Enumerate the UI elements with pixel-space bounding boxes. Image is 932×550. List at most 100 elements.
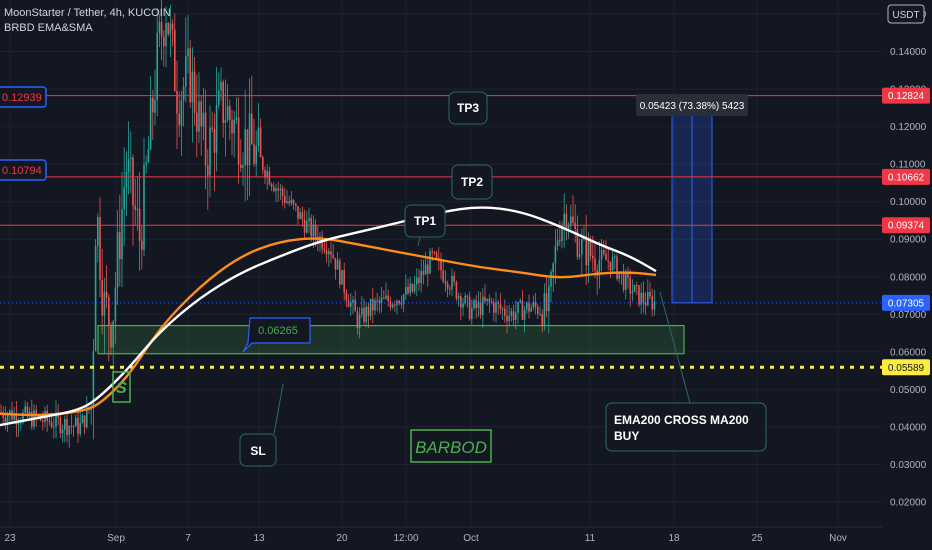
candle-body	[649, 292, 651, 297]
candle-body	[411, 283, 414, 292]
candle-body	[220, 81, 222, 91]
candle-body	[466, 295, 469, 297]
candle-body	[213, 129, 216, 153]
candle-body	[204, 112, 207, 166]
candle-body	[554, 245, 557, 264]
candle-body	[244, 129, 246, 166]
candle-body	[446, 283, 449, 289]
candle-body	[367, 306, 370, 316]
candle-body	[618, 273, 620, 279]
candle-body	[625, 273, 627, 290]
candle-body	[361, 307, 363, 315]
candle-body	[290, 200, 293, 204]
price-axis[interactable]: 0.150000.140000.130000.120000.110000.100…	[882, 0, 932, 550]
candle-body	[570, 216, 572, 226]
candle-body	[453, 275, 455, 282]
candle-body	[284, 195, 286, 203]
candle-body	[165, 22, 167, 47]
candle-body	[442, 270, 444, 282]
candle-body	[429, 251, 431, 274]
candle-body	[363, 307, 365, 323]
candle-body	[475, 300, 477, 309]
candle-body	[607, 260, 609, 262]
candle-body	[303, 219, 306, 233]
candle-body	[460, 296, 462, 308]
candle-body	[17, 423, 20, 425]
target-range-label: 0.05423 (73.38%) 5423	[640, 101, 745, 112]
candle-body	[20, 422, 22, 424]
indicator-title[interactable]: BRBD EMA&SMA	[4, 22, 93, 34]
candle-body	[532, 301, 535, 308]
y-tick-label: 0.12000	[890, 122, 927, 133]
candle-body	[515, 312, 517, 320]
candle-body	[506, 315, 508, 322]
candle-body	[55, 412, 57, 427]
candle-body	[473, 300, 475, 309]
candle-body	[134, 205, 136, 210]
candle-body	[345, 292, 348, 301]
candle-body	[94, 245, 97, 352]
candle-body	[332, 255, 334, 258]
candle-body	[653, 301, 656, 310]
x-tick-label: Oct	[463, 533, 479, 544]
candle-body	[323, 248, 326, 251]
candle-body	[229, 105, 231, 120]
candle-body	[112, 321, 114, 348]
currency-badge[interactable]: USDT	[887, 4, 925, 24]
time-axis[interactable]: 23 Sep 7 13 20 12:00 Oct 11 18 25 Nov	[0, 526, 882, 550]
candle-body	[504, 308, 506, 316]
candle-body	[420, 270, 422, 284]
candle-body	[422, 270, 425, 275]
price-tag-tp2	[882, 168, 930, 185]
candle-body	[614, 256, 616, 258]
candle-body	[237, 117, 240, 165]
candle-body	[156, 32, 158, 101]
candle-body	[233, 119, 235, 134]
candle-body	[592, 255, 594, 259]
candle-body	[627, 273, 629, 278]
candle-body	[433, 252, 436, 254]
candle-body	[499, 303, 502, 309]
candle-body	[319, 236, 321, 244]
candle-body	[61, 429, 64, 434]
candle-body	[497, 302, 499, 304]
tp3-label: TP3	[457, 101, 479, 115]
candle-body	[37, 415, 40, 417]
candle-body	[64, 419, 66, 430]
candle-body	[479, 301, 482, 316]
ma200-line	[0, 237, 657, 417]
candle-body	[486, 298, 488, 302]
candle-body	[389, 301, 392, 308]
candle-body	[336, 260, 339, 270]
candle-body	[589, 240, 592, 256]
candle-body	[339, 260, 341, 285]
candle-body	[464, 295, 466, 304]
x-tick-label: 18	[668, 533, 680, 544]
left-price-tag	[0, 159, 47, 181]
candle-body	[565, 213, 568, 229]
candle-body	[301, 212, 304, 220]
candle-body	[633, 284, 636, 292]
price-tag-label: 0.05589	[888, 363, 925, 374]
candle-body	[70, 426, 73, 428]
author-signature: BARBOD	[410, 429, 492, 463]
candle-body	[24, 406, 26, 413]
candle-body	[325, 250, 328, 255]
candle-body	[202, 112, 205, 127]
candle-body	[121, 209, 123, 260]
symbol-title[interactable]: MoonStarter / Tether, 4h, KUCOIN	[4, 7, 171, 19]
candle-body	[578, 254, 581, 257]
candle-body	[427, 264, 429, 274]
candle-body	[22, 412, 24, 423]
candle-body	[251, 113, 253, 145]
candle-body	[416, 277, 418, 285]
candle-body	[369, 298, 372, 316]
candle-body	[493, 302, 495, 313]
left-price-tags: 0.12939 0.10794	[0, 86, 47, 181]
candle-body	[231, 119, 233, 134]
candle-body	[413, 284, 416, 292]
candle-body	[101, 280, 103, 316]
candle-body	[53, 426, 55, 428]
candle-body	[141, 240, 143, 250]
